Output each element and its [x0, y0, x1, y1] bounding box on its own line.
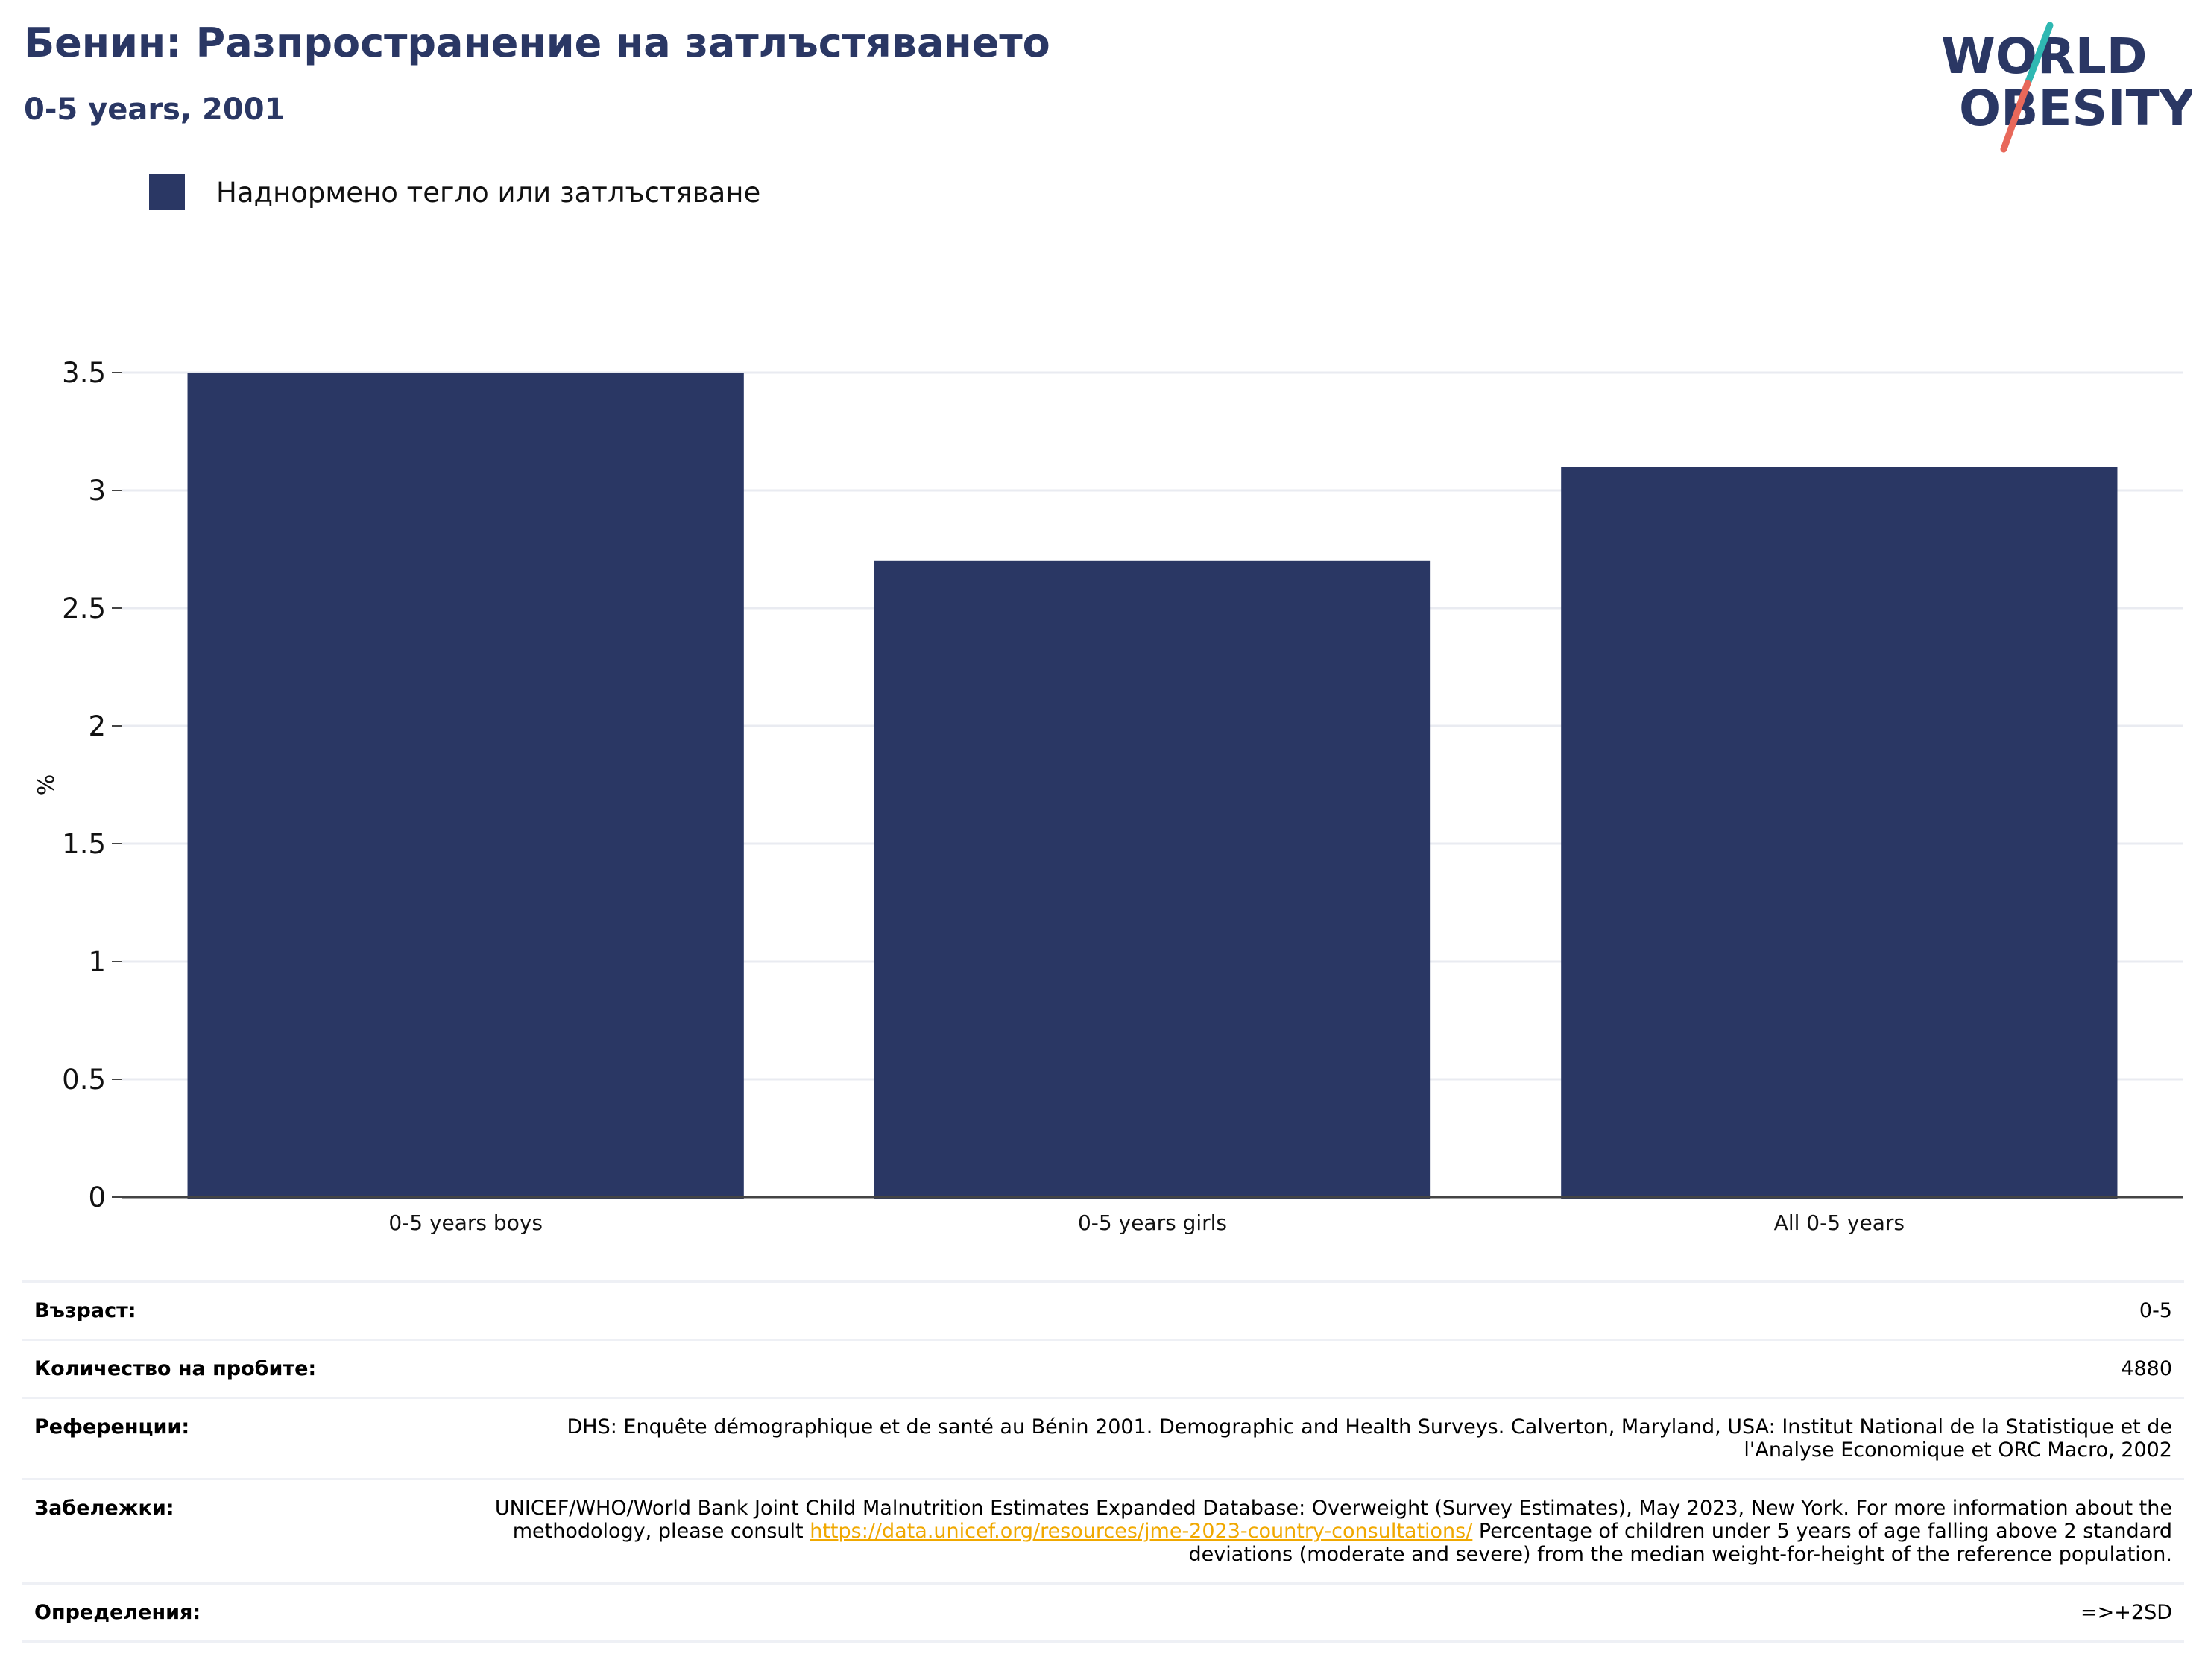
- notes-text-before: UNICEF/WHO/World Bank Joint Child Malnut…: [494, 1497, 2172, 1543]
- notes-label: Забележки:: [34, 1497, 174, 1520]
- y-tick-label: 1.5: [62, 828, 106, 860]
- x-tick-label: All 0-5 years: [1774, 1210, 1905, 1235]
- y-tick-label: 2: [88, 710, 106, 742]
- y-tick-label: 3: [88, 475, 106, 507]
- sample-value: 4880: [2121, 1357, 2172, 1380]
- x-tick-label: 0-5 years girls: [1078, 1210, 1227, 1235]
- world-obesity-logo: WORLD OBESITY: [1941, 22, 2192, 153]
- x-tick-label: 0-5 years boys: [388, 1210, 543, 1235]
- bar-3: [1561, 467, 2118, 1199]
- info-table: Възраст: 0-5 Количество на пробите: 4880…: [22, 1280, 2184, 1643]
- logo-slash-teal: [2024, 22, 2054, 87]
- methodology-link[interactable]: https://data.unicef.org/resources/jme-20…: [810, 1520, 1473, 1543]
- notes-value: UNICEF/WHO/World Bank Joint Child Malnut…: [464, 1480, 2184, 1584]
- sample-label: Количество на пробите:: [34, 1357, 317, 1380]
- y-tick-label: 3.5: [62, 357, 106, 389]
- y-tick-label: 0: [88, 1181, 106, 1213]
- logo-text-obesity: OBESITY: [1959, 80, 2192, 137]
- y-tick-label: 0.5: [62, 1064, 106, 1096]
- info-row-notes: Забележки: UNICEF/WHO/World Bank Joint C…: [22, 1479, 2184, 1584]
- y-tick-label: 1: [88, 946, 106, 978]
- age-value: 0-5: [2139, 1299, 2172, 1322]
- legend: Наднормено тегло или затлъстяване: [149, 174, 760, 210]
- info-row-definitions: Определения: =>+2SD: [22, 1583, 2184, 1642]
- legend-label: Наднормено тегло или затлъстяване: [216, 176, 761, 209]
- bar-1: [187, 373, 744, 1199]
- chart-title: Бенин: Разпространение на затлъстяването: [24, 19, 1050, 66]
- y-tick-label: 2.5: [62, 593, 106, 625]
- notes-text-after: Percentage of children under 5 years of …: [1188, 1520, 2172, 1566]
- bar-2: [874, 560, 1431, 1199]
- references-value: DHS: Enquête démographique et de santé a…: [567, 1415, 2173, 1462]
- definitions-label: Определения:: [34, 1601, 201, 1624]
- chart-subtitle: 0-5 years, 2001: [24, 92, 286, 127]
- logo-slash-coral: [2000, 80, 2031, 153]
- definitions-value: =>+2SD: [2081, 1601, 2172, 1624]
- age-label: Възраст:: [34, 1299, 136, 1322]
- info-row-references: Референции: DHS: Enquête démographique e…: [22, 1398, 2184, 1480]
- references-label: Референции:: [34, 1415, 190, 1439]
- bar-chart: 0 0.5 1 1.5 2 2.5 3 3.5 0-5 years boys 0-5 years …: [34, 357, 2183, 1235]
- y-axis-label: %: [34, 774, 60, 796]
- legend-swatch: [149, 174, 185, 210]
- info-row-age: Възраст: 0-5: [22, 1281, 2184, 1340]
- info-row-sample: Количество на пробите: 4880: [22, 1339, 2184, 1398]
